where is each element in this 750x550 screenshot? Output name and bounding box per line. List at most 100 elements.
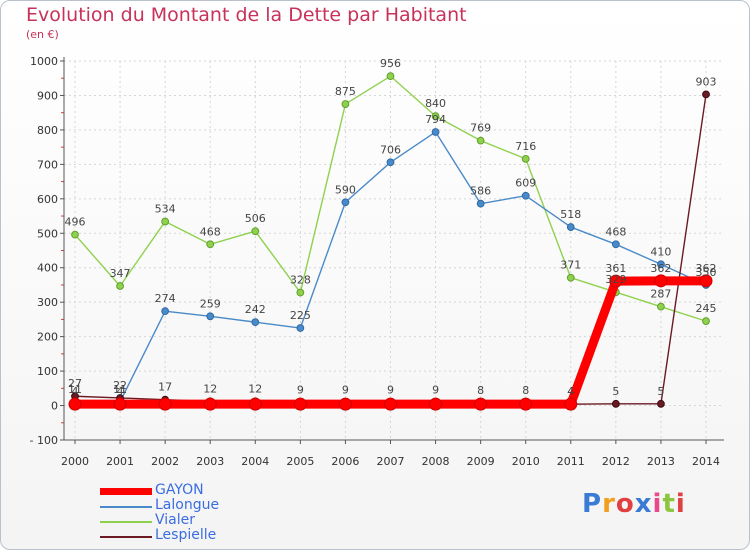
data-point-gayon bbox=[158, 397, 172, 411]
data-point-lalongue bbox=[386, 158, 395, 167]
legend-swatch-lalongue bbox=[100, 506, 152, 508]
data-point-gayon bbox=[564, 397, 578, 411]
data-label-lespielle: 9 bbox=[387, 383, 394, 396]
data-label-lalongue: 518 bbox=[560, 208, 581, 221]
data-label-gayon: 361 bbox=[605, 262, 626, 275]
y-tick-label: 600 bbox=[37, 193, 58, 206]
chart-subtitle: (en €) bbox=[26, 28, 59, 41]
data-point-vialer bbox=[476, 136, 485, 145]
data-label-lalongue: 586 bbox=[470, 185, 491, 198]
y-tick-label: 800 bbox=[37, 124, 58, 137]
x-tick-label: 2004 bbox=[241, 455, 269, 468]
data-point-lalongue bbox=[611, 240, 620, 249]
data-label-gayon: 4 bbox=[117, 385, 124, 398]
data-label-vialer: 534 bbox=[155, 203, 176, 216]
data-label-lespielle: 9 bbox=[432, 383, 439, 396]
data-label-vialer: 875 bbox=[335, 85, 356, 98]
y-tick-label: 700 bbox=[37, 158, 58, 171]
logo-letter: P bbox=[582, 489, 603, 519]
data-label-vialer: 468 bbox=[200, 225, 221, 238]
data-point-vialer bbox=[566, 273, 575, 282]
data-label-vialer: 287 bbox=[650, 288, 671, 301]
x-tick-label: 2007 bbox=[377, 455, 405, 468]
data-point-lalongue bbox=[206, 312, 215, 321]
data-label-lespielle: 5 bbox=[657, 385, 664, 398]
data-point-vialer bbox=[521, 154, 530, 163]
logo-letter: r bbox=[602, 489, 616, 519]
legend-swatch-lespielle bbox=[100, 536, 152, 538]
data-label-gayon: 4 bbox=[72, 385, 79, 398]
data-point-gayon bbox=[68, 397, 82, 411]
data-point-gayon bbox=[248, 397, 262, 411]
data-label-lespielle: 903 bbox=[696, 75, 717, 88]
data-point-lalongue bbox=[341, 198, 350, 207]
data-label-vialer: 328 bbox=[290, 274, 311, 287]
data-point-lalongue bbox=[657, 260, 665, 269]
x-tick-label: 2002 bbox=[151, 455, 179, 468]
x-tick-label: 2014 bbox=[692, 455, 720, 468]
data-point-lespielle bbox=[702, 90, 710, 99]
data-point-lalongue bbox=[476, 199, 485, 208]
logo-letter: x bbox=[634, 489, 653, 519]
data-point-gayon bbox=[203, 397, 217, 411]
data-label-lespielle: 9 bbox=[342, 383, 349, 396]
y-tick-label: 500 bbox=[37, 227, 58, 240]
y-tick-label: 400 bbox=[37, 262, 58, 275]
data-point-vialer bbox=[341, 100, 350, 108]
data-label-vialer: 371 bbox=[560, 259, 581, 272]
data-label-vialer: 506 bbox=[245, 212, 266, 225]
data-label-lespielle: 27 bbox=[68, 377, 82, 390]
data-point-vialer bbox=[657, 302, 665, 311]
data-label-lalongue: 706 bbox=[380, 143, 401, 156]
data-label-lalongue: 259 bbox=[200, 297, 221, 310]
legend-label-gayon: GAYON bbox=[155, 482, 204, 498]
data-label-lalongue: 794 bbox=[425, 113, 446, 126]
x-tick-label: 2010 bbox=[512, 455, 540, 468]
data-label-lalongue: 11 bbox=[113, 383, 127, 396]
x-tick-label: 2006 bbox=[331, 455, 359, 468]
x-tick-label: 2005 bbox=[286, 455, 314, 468]
data-label-lespielle: 8 bbox=[522, 384, 529, 397]
data-point-lalongue bbox=[566, 223, 575, 231]
data-point-gayon bbox=[293, 397, 307, 411]
data-point-gayon bbox=[384, 397, 397, 411]
data-label-gayon: 362 bbox=[650, 262, 671, 275]
x-tick-label: 2008 bbox=[422, 455, 450, 468]
x-tick-label: 2000 bbox=[61, 455, 89, 468]
data-point-gayon bbox=[699, 274, 713, 288]
data-label-lespielle: 22 bbox=[113, 379, 127, 392]
data-point-vialer bbox=[431, 112, 440, 121]
data-label-vialer: 956 bbox=[380, 57, 401, 70]
data-point-gayon bbox=[113, 397, 127, 411]
logo-letter: i bbox=[652, 489, 663, 519]
y-tick-label: - 100 bbox=[30, 434, 58, 447]
data-point-gayon bbox=[338, 397, 352, 411]
data-label-lalongue: 225 bbox=[290, 309, 311, 322]
y-tick-label: 900 bbox=[37, 89, 58, 102]
y-tick-label: 200 bbox=[37, 331, 58, 344]
legend-label-vialer: Vialer bbox=[155, 512, 195, 528]
data-label-lalongue: 242 bbox=[245, 303, 266, 316]
data-label-lalongue: 609 bbox=[515, 177, 536, 190]
x-tick-label: 2012 bbox=[602, 455, 630, 468]
data-label-lalongue: 11 bbox=[68, 383, 82, 396]
data-label-lespielle: 17 bbox=[158, 381, 172, 394]
y-tick-label: 100 bbox=[37, 365, 58, 378]
data-label-lalongue: 274 bbox=[155, 292, 176, 305]
legend-label-lalongue: Lalongue bbox=[155, 497, 220, 513]
x-tick-label: 2003 bbox=[196, 455, 224, 468]
data-label-lalongue: 468 bbox=[605, 225, 626, 238]
data-label-lalongue: 590 bbox=[335, 183, 356, 196]
data-label-lalongue: 350 bbox=[696, 266, 717, 279]
data-label-gayon: 4 bbox=[567, 385, 574, 398]
data-point-vialer bbox=[296, 288, 305, 297]
logo-letter: t bbox=[662, 489, 676, 519]
data-label-lespielle: 9 bbox=[297, 383, 304, 396]
data-point-lalongue bbox=[521, 191, 530, 200]
data-point-gayon bbox=[429, 397, 443, 411]
data-label-vialer: 716 bbox=[515, 140, 536, 153]
legend-label-lespielle: Lespielle bbox=[155, 527, 217, 543]
data-label-lespielle: 4 bbox=[567, 385, 574, 398]
